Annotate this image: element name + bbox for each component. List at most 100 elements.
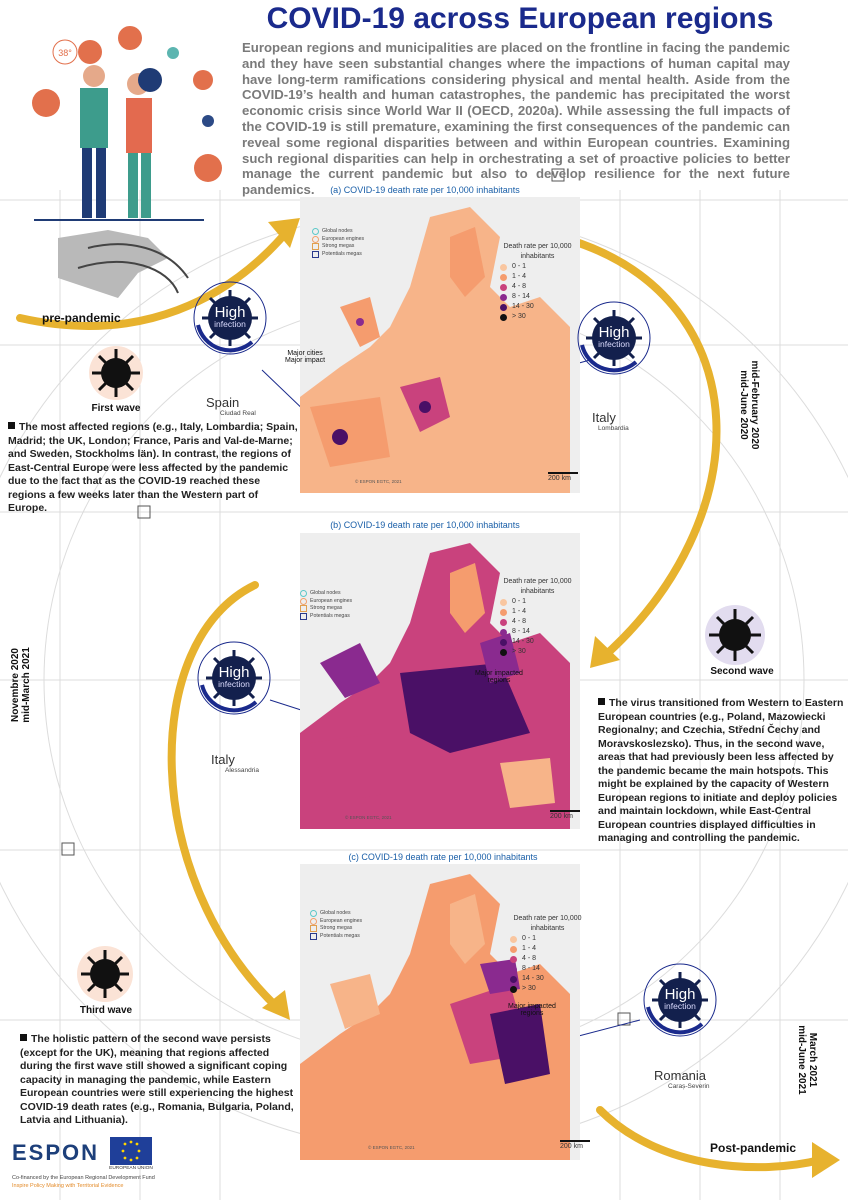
eu-label: EUROPEAN UNION	[109, 1166, 153, 1171]
map-c-caption: (c) COVID-19 death rate per 10,000 inhab…	[348, 852, 538, 862]
node-legend-item: Potentials megas	[300, 613, 352, 621]
map-a-scale: 200 km	[548, 472, 578, 482]
eu-flag-icon	[110, 1137, 152, 1165]
legend-label: 1 - 4	[522, 945, 537, 952]
legend-swatch	[500, 313, 507, 321]
node-legend-item: Strong megas	[310, 925, 362, 933]
badge-italy-lombardia: High infection	[576, 300, 652, 376]
map-c-legend: Death rate per 10,000 inhabitants 0 - 1 1…	[510, 914, 585, 994]
node-legend-item: Potentials megas	[310, 933, 362, 941]
node-legend-label: European engines	[310, 597, 353, 604]
badge-italy-lombardia-label: Italy Lombardia	[592, 410, 629, 432]
map-b-annotation: Major impacted regions	[475, 670, 523, 684]
node-legend-label: European engines	[322, 235, 365, 242]
badge-infection-label: infection	[218, 679, 250, 689]
legend-class: 1 - 4	[500, 272, 575, 282]
page-title: COVID-19 across European regions	[266, 2, 774, 35]
virus-badge-icon	[197, 641, 271, 715]
legend-class: 0 - 1	[500, 262, 575, 272]
legend-swatch	[500, 618, 507, 626]
period-wave-2: Novembre 2020 mid-March 2021	[10, 647, 32, 723]
legend-swatch	[500, 628, 507, 636]
virus-badge-icon	[643, 963, 717, 1037]
map-a	[300, 197, 580, 493]
node-legend-label: Potentials megas	[322, 250, 362, 257]
people-illustration: 38°	[32, 26, 222, 298]
legend-label: 8 - 14	[512, 293, 530, 300]
virus-icon-third-wave	[77, 946, 133, 1002]
legend-label: 4 - 8	[522, 955, 537, 962]
badge-romania-label: Romania Caraș-Severin	[654, 1068, 710, 1090]
legend-swatch	[500, 263, 507, 271]
legend-label: 1 - 4	[512, 273, 527, 280]
legend-swatch	[510, 965, 517, 973]
legend-swatch	[500, 293, 507, 301]
legend-swatch	[500, 283, 507, 291]
node-symbol-icon	[300, 605, 307, 613]
legend-class: 0 - 1	[500, 597, 575, 607]
intro-paragraph: European regions and municipalities are …	[242, 40, 790, 198]
legend-title: Death rate per 10,000 inhabitants	[503, 578, 572, 595]
node-legend-item: Strong megas	[312, 243, 364, 251]
badge-high-label: High	[214, 304, 246, 321]
node-symbol-icon	[312, 250, 319, 258]
badge-infection-label: infection	[598, 339, 630, 349]
node-symbol-icon	[312, 235, 319, 243]
map-b-caption: (b) COVID-19 death rate per 10,000 inhab…	[330, 520, 520, 530]
second-wave-description: The virus transitioned from Western to E…	[598, 697, 844, 844]
node-symbol-icon	[310, 932, 317, 940]
badge-spain: High infection	[192, 280, 268, 356]
badge-romania: High infection	[642, 962, 718, 1038]
node-legend-item: European engines	[310, 918, 362, 926]
map-c	[300, 864, 580, 1160]
third-wave-label: Third wave	[79, 1005, 133, 1016]
legend-label: 0 - 1	[522, 935, 537, 942]
first-wave-description: The most affected regions (e.g., Italy, …	[8, 421, 298, 514]
badge-high-label: High	[218, 664, 250, 681]
map-b-node-legend: Global nodes European engines Strong megas…	[300, 590, 352, 620]
legend-label: 8 - 14	[512, 628, 530, 635]
legend-swatch	[510, 935, 517, 943]
node-legend-item: Potentials megas	[312, 251, 364, 259]
map-b-legend: Death rate per 10,000 inhabitants 0 - 1 1…	[500, 577, 575, 657]
legend-label: > 30	[512, 648, 526, 655]
period-wave-3: March 2021 mid-June 2021	[796, 1025, 818, 1095]
legend-title: Death rate per 10,000 inhabitants	[513, 915, 582, 932]
badge-spain-label: Spain Ciudad Real	[206, 395, 256, 417]
period-wave-1: mid-February 2020 mid-June 2020	[738, 360, 760, 450]
legend-class: > 30	[510, 984, 585, 994]
second-wave-label: Second wave	[710, 666, 774, 677]
espon-tagline: Inspire Policy Making with Territorial E…	[12, 1183, 124, 1189]
map-a-copyright: © ESPON EGTC, 2021	[355, 479, 402, 484]
legend-label: 14 - 30	[512, 303, 534, 310]
legend-label: > 30	[512, 313, 526, 320]
node-legend-item: European engines	[300, 598, 352, 606]
map-a-legend: Death rate per 10,000 inhabitants 0 - 1 1…	[500, 242, 575, 322]
map-b-scale: 200 km	[550, 810, 580, 820]
virus-badge-icon	[193, 281, 267, 355]
node-symbol-icon	[310, 917, 317, 925]
badge-high-label: High	[664, 986, 696, 1003]
map-c-copyright: © ESPON EGTC, 2021	[368, 1145, 415, 1150]
legend-swatch	[500, 273, 507, 281]
legend-swatch	[510, 975, 517, 983]
legend-swatch	[510, 985, 517, 993]
node-symbol-icon	[312, 243, 319, 251]
legend-label: 8 - 14	[522, 965, 540, 972]
legend-swatch	[500, 648, 507, 656]
node-symbol-icon	[310, 910, 317, 918]
badge-infection-label: infection	[664, 1001, 696, 1011]
map-c-scale: 200 km	[560, 1140, 590, 1150]
node-legend-item: Global nodes	[310, 910, 362, 918]
node-symbol-icon	[300, 597, 307, 605]
map-b	[300, 533, 580, 829]
legend-class: 14 - 30	[510, 974, 585, 984]
legend-swatch	[500, 608, 507, 616]
phase-pre-pandemic: pre-pandemic	[42, 311, 121, 325]
legend-class: 14 - 30	[500, 302, 575, 312]
legend-label: 0 - 1	[512, 263, 527, 270]
thermometer-label: 38°	[58, 48, 72, 58]
virus-icon-second-wave	[705, 605, 765, 665]
legend-label: 1 - 4	[512, 608, 527, 615]
legend-class: 8 - 14	[510, 964, 585, 974]
